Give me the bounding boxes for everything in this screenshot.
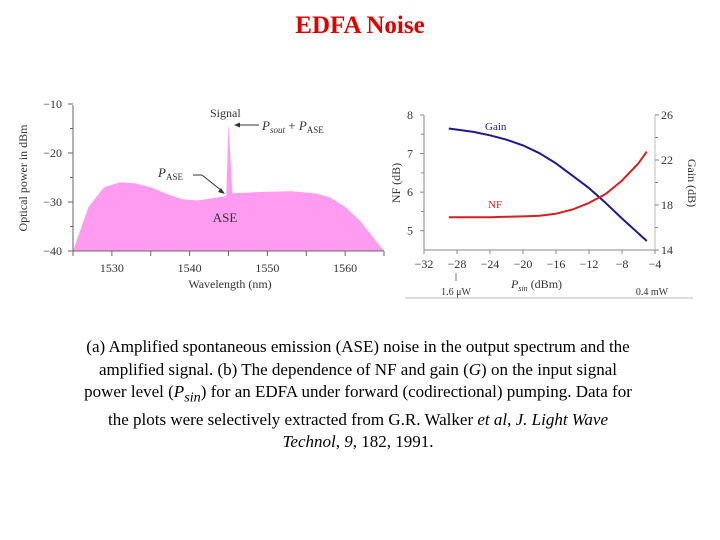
y-tick-label: −20 [43, 146, 62, 160]
x-tick-label: −32 [415, 257, 434, 271]
y-tick-label: −30 [43, 195, 62, 209]
nf-series-label: NF [488, 199, 502, 211]
x-axis-label: Psin (dBm) [510, 277, 562, 293]
left-power-annotation: 1.6 μW [441, 287, 471, 298]
x-tick-label: −16 [547, 257, 566, 271]
right-y-tick-label: 22 [661, 153, 673, 167]
figure-caption: (a) Amplified spontaneous emission (ASE)… [84, 337, 632, 452]
gain-series-label: Gain [485, 121, 507, 133]
pase-label: PASE [157, 165, 183, 182]
x-tick-label: −28 [448, 257, 467, 271]
left-y-tick-label: 6 [407, 185, 413, 199]
slide-title: EDFA Noise [295, 12, 425, 39]
ase-area [73, 123, 384, 251]
x-tick-label: −4 [649, 257, 662, 271]
gain-line [448, 127, 648, 242]
x-tick-label: 1550 [255, 261, 279, 275]
signal-label: Signal [210, 106, 241, 120]
right-y-tick-label: 26 [661, 108, 673, 122]
right-y-tick-label: 18 [661, 198, 673, 212]
x-tick-label: −24 [481, 257, 500, 271]
ase-spectrum-chart: −10 −20 −30 −40 1530 1540 1550 1560 Wavelength … [16, 97, 385, 291]
x-tick-label: −12 [580, 257, 599, 271]
nf-gain-chart: 8 7 6 5 26 22 18 14 −32 −28 −24 −20 −16 −12 −8 −4 Gain … [389, 108, 699, 299]
left-y-tick-label: 8 [407, 108, 413, 122]
right-power-annotation: 0.4 mW [636, 287, 669, 298]
y-tick-label: −40 [43, 244, 62, 258]
nf-line [448, 151, 648, 219]
left-y-tick-label: 7 [407, 147, 413, 161]
right-y-tick-label: 14 [661, 243, 673, 257]
left-y-axis-label: NF (dB) [389, 163, 403, 203]
x-tick-label: −20 [514, 257, 533, 271]
psout-pase-label: Psout + PASE [261, 118, 324, 135]
right-y-axis-label: Gain (dB) [685, 159, 699, 207]
x-tick-label: −8 [616, 257, 629, 271]
x-tick-label: 1540 [178, 261, 202, 275]
y-tick-label: −10 [43, 97, 62, 111]
ase-label: ASE [213, 210, 238, 225]
y-axis-label: Optical power in dBm [16, 124, 30, 232]
x-axis-label: Wavelength (nm) [188, 277, 271, 291]
x-tick-label: 1530 [100, 261, 124, 275]
left-y-tick-label: 5 [407, 224, 413, 238]
x-tick-label: 1560 [333, 261, 357, 275]
